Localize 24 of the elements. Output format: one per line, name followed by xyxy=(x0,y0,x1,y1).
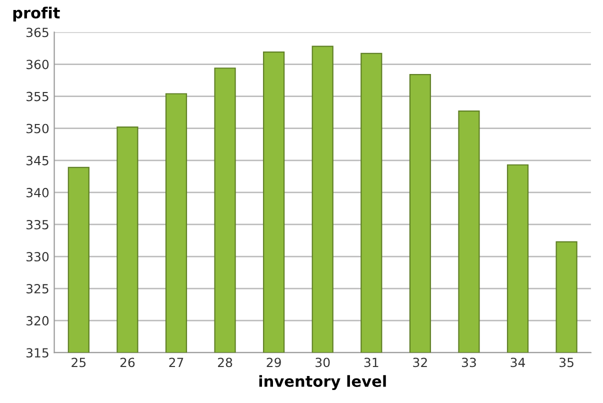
y-tick-label: 355 xyxy=(26,92,48,102)
x-tick-label: 35 xyxy=(560,358,574,368)
x-tick-label: 30 xyxy=(316,358,330,368)
x-tick-label: 31 xyxy=(364,358,378,368)
y-tick-label: 365 xyxy=(26,28,48,38)
y-tick-label: 360 xyxy=(26,60,49,70)
y-tick-label: 345 xyxy=(26,156,48,166)
y-tick-label: 335 xyxy=(26,220,48,230)
x-tick-label: 33 xyxy=(462,358,476,368)
x-tick-label: 29 xyxy=(266,358,281,368)
y-tick-label: 325 xyxy=(26,284,48,294)
y-tick-label: 350 xyxy=(26,124,49,134)
x-tick-label: 32 xyxy=(413,358,427,368)
y-tick-label: 330 xyxy=(26,252,49,262)
x-tick-label: 28 xyxy=(218,358,232,368)
x-tick-label: 25 xyxy=(72,358,86,368)
y-tick-label: 340 xyxy=(26,188,49,198)
y-tick-label: 320 xyxy=(26,316,49,326)
y-axis-title: profit xyxy=(13,6,60,22)
x-tick-label: 27 xyxy=(169,358,184,367)
x-tick-label: 26 xyxy=(120,358,135,368)
x-axis-title: inventory level xyxy=(259,375,386,390)
x-tick-label: 34 xyxy=(510,358,526,368)
y-tick-label: 315 xyxy=(26,348,48,358)
